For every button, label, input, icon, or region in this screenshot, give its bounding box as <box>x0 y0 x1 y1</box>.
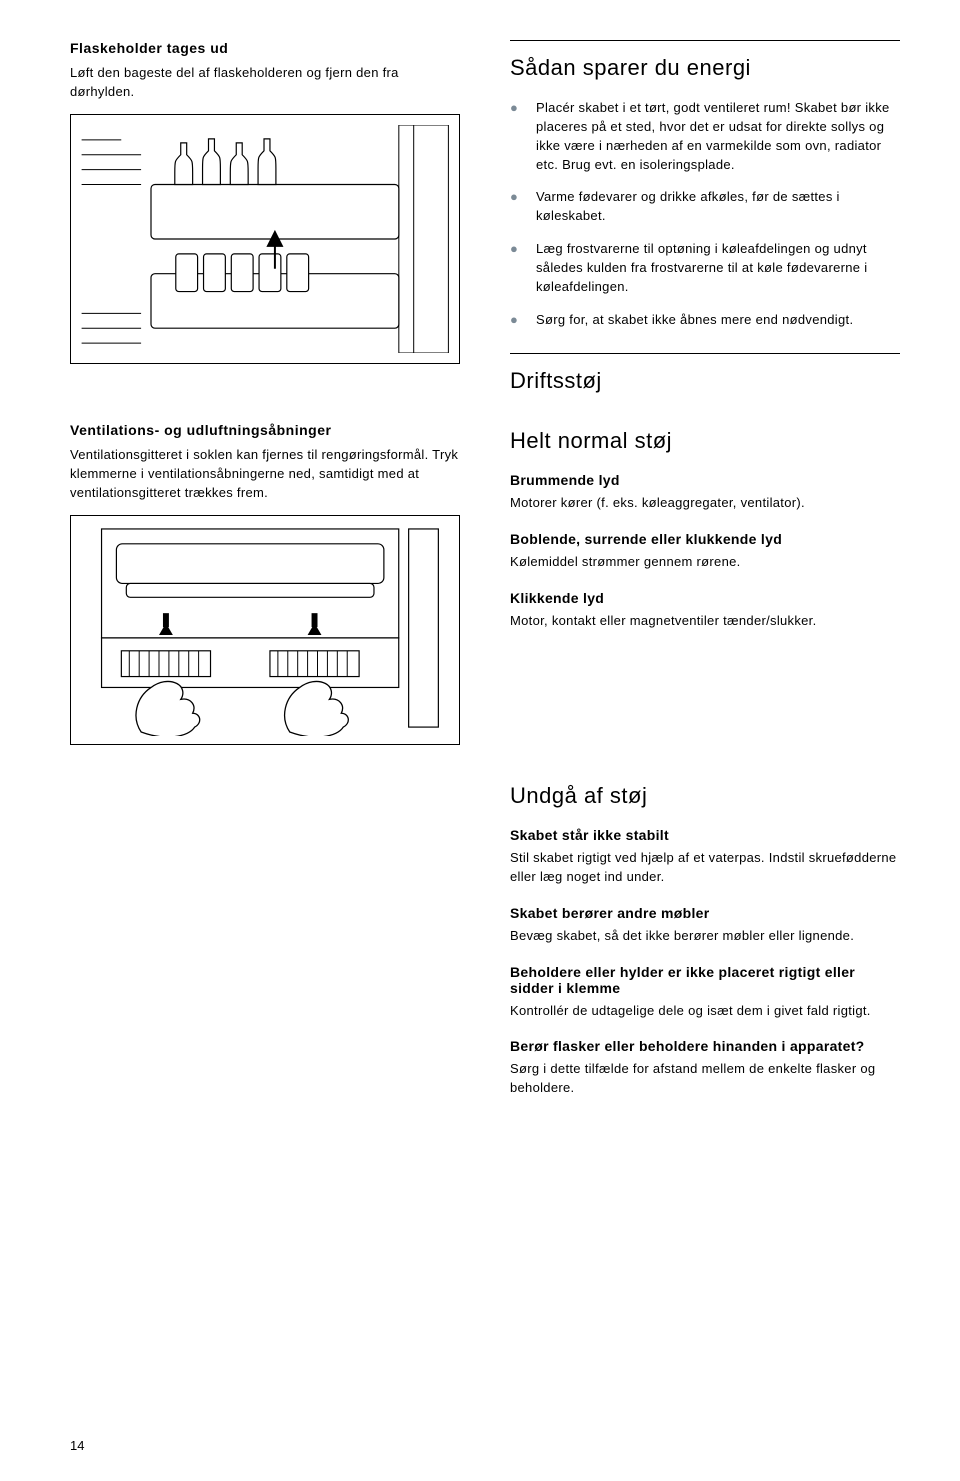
left-column: Flaskeholder tages ud Løft den bageste d… <box>70 40 460 412</box>
energi-bullet-4: Sørg for, at skabet ikke åbnes mere end … <box>510 311 900 330</box>
energi-bullet-1: Placér skabet i et tørt, godt ventileret… <box>510 99 900 174</box>
stabilt-text: Stil skabet rigtigt ved hjælp af et vate… <box>510 849 900 887</box>
klikkende-heading: Klikkende lyd <box>510 590 900 606</box>
energi-heading: Sådan sparer du energi <box>510 55 900 81</box>
energi-bullet-3: Læg frostvarerne til optøning i køleafde… <box>510 240 900 297</box>
ventilation-heading: Ventilations- og udluftningsåbninger <box>70 422 460 438</box>
boblende-heading: Boblende, surrende eller klukkende lyd <box>510 531 900 547</box>
right-column-lower: Undgå af støj Skabet står ikke stabilt S… <box>510 783 900 1098</box>
normalstoj-heading: Helt normal støj <box>510 428 900 454</box>
upper-columns: Flaskeholder tages ud Løft den bageste d… <box>70 40 900 412</box>
beholdere-text: Kontrollér de udtagelige dele og isæt de… <box>510 1002 900 1021</box>
illustration-ventilation-grille <box>70 515 460 745</box>
klikkende-text: Motor, kontakt eller magnetventiler tænd… <box>510 612 900 631</box>
driftsstoj-heading: Driftsstøj <box>510 368 900 394</box>
boblende-text: Kølemiddel strømmer gennem rørene. <box>510 553 900 572</box>
left-column-middle: Ventilations- og udluftningsåbninger Ven… <box>70 422 460 757</box>
energi-bullet-2: Varme fødevarer og drikke afkøles, før d… <box>510 188 900 226</box>
mobler-heading: Skabet berører andre møbler <box>510 905 900 921</box>
middle-columns: Ventilations- og udluftningsåbninger Ven… <box>70 422 900 757</box>
flaskeholder-heading: Flaskeholder tages ud <box>70 40 460 56</box>
undga-heading: Undgå af støj <box>510 783 900 809</box>
stabilt-heading: Skabet står ikke stabilt <box>510 827 900 843</box>
brummende-text: Motorer kører (f. eks. køleaggregater, v… <box>510 494 900 513</box>
illustration-bottle-shelf <box>70 114 460 364</box>
energi-bullets: Placér skabet i et tørt, godt ventileret… <box>510 99 900 329</box>
beholdere-heading: Beholdere eller hylder er ikke placeret … <box>510 964 900 996</box>
right-column-top: Sådan sparer du energi Placér skabet i e… <box>510 40 900 412</box>
flasker-text: Sørg i dette tilfælde for afstand mellem… <box>510 1060 900 1098</box>
brummende-heading: Brummende lyd <box>510 472 900 488</box>
mobler-text: Bevæg skabet, så det ikke berører møbler… <box>510 927 900 946</box>
page-number: 14 <box>70 1438 84 1453</box>
flaskeholder-text: Løft den bageste del af flaskeholderen o… <box>70 64 460 102</box>
right-column-middle: Helt normal støj Brummende lyd Motorer k… <box>510 422 900 757</box>
flasker-heading: Berør flasker eller beholdere hinanden i… <box>510 1038 900 1054</box>
ventilation-text: Ventilationsgitteret i soklen kan fjerne… <box>70 446 460 503</box>
